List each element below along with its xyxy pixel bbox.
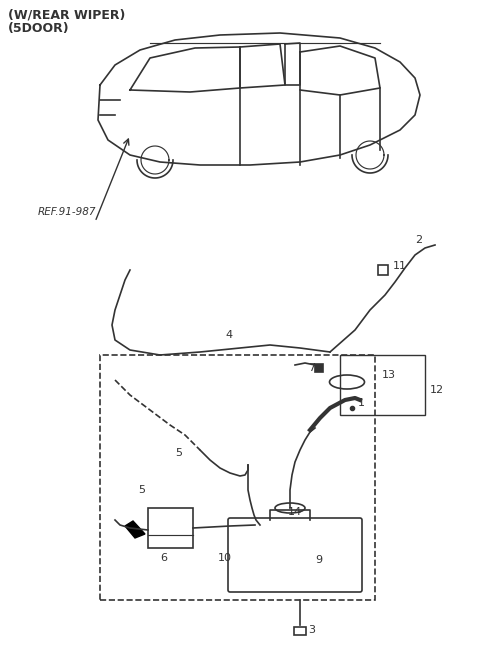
Text: 12: 12 — [430, 385, 444, 395]
Text: 1: 1 — [358, 398, 365, 408]
Bar — [294, 627, 306, 635]
Ellipse shape — [275, 503, 305, 513]
Text: 4: 4 — [225, 330, 232, 340]
Bar — [100, 355, 375, 600]
Text: 11: 11 — [393, 261, 407, 271]
Text: REF.91-987: REF.91-987 — [38, 207, 96, 217]
Text: 2: 2 — [415, 235, 422, 245]
Ellipse shape — [329, 375, 364, 389]
Polygon shape — [125, 521, 145, 538]
Text: 13: 13 — [382, 370, 396, 380]
Text: 7: 7 — [308, 363, 315, 373]
Text: 14: 14 — [288, 507, 302, 517]
Bar — [315, 364, 323, 372]
Text: 9: 9 — [315, 555, 322, 565]
Text: 10: 10 — [218, 553, 232, 563]
Text: 5: 5 — [138, 485, 145, 495]
Bar — [340, 355, 425, 415]
Text: 3: 3 — [308, 625, 315, 635]
Text: (5DOOR): (5DOOR) — [8, 22, 70, 35]
FancyBboxPatch shape — [228, 518, 362, 592]
Text: (W/REAR WIPER): (W/REAR WIPER) — [8, 8, 125, 21]
Text: 5: 5 — [175, 448, 182, 458]
Text: 6: 6 — [160, 553, 167, 563]
Bar — [148, 508, 193, 548]
